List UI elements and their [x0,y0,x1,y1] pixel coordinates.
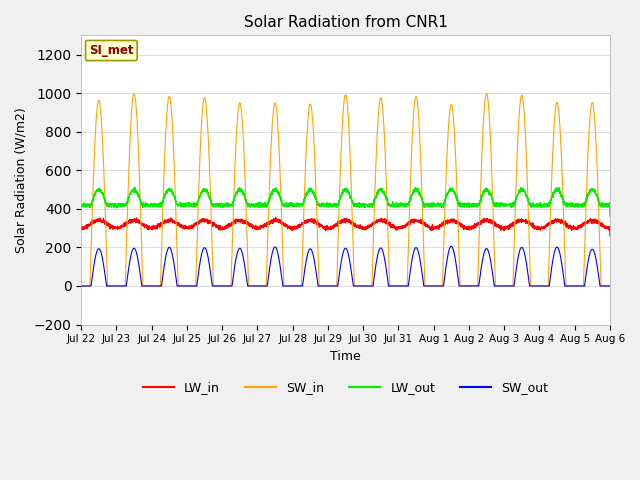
LW_in [77,227,85,232]
LW_out [605,202,613,208]
SW_in [606,283,614,289]
LW_out [326,201,333,207]
Y-axis label: Solar Radiation (W/m2): Solar Radiation (W/m2) [15,107,28,253]
SW_in [483,91,490,96]
LW_in [326,226,333,231]
LW_out [435,203,442,208]
Line: SW_out: SW_out [81,246,610,286]
Text: SI_met: SI_met [89,44,134,57]
SW_out [435,283,442,289]
LW_out [77,202,85,208]
LW_out [131,184,139,190]
SW_in [172,219,180,225]
SW_out [494,283,502,289]
LW_out [464,203,472,208]
SW_in [605,283,613,289]
LW_out [606,214,614,219]
SW_in [435,283,442,289]
LW_in [494,223,502,228]
Line: SW_in: SW_in [81,94,610,286]
SW_out [172,276,180,282]
LW_in [435,224,442,229]
SW_out [326,283,333,289]
SW_in [494,283,502,289]
Line: LW_out: LW_out [81,187,610,216]
X-axis label: Time: Time [330,350,361,363]
SW_out [77,283,85,289]
LW_in [464,224,472,230]
SW_in [326,283,333,289]
LW_in [172,220,180,226]
LW_out [494,201,502,206]
Legend: LW_in, SW_in, LW_out, SW_out: LW_in, SW_in, LW_out, SW_out [138,376,554,399]
Title: Solar Radiation from CNR1: Solar Radiation from CNR1 [244,15,447,30]
SW_in [464,283,472,289]
SW_out [464,283,472,289]
SW_out [606,283,614,289]
LW_in [605,224,613,230]
LW_in [272,215,280,220]
Line: LW_in: LW_in [81,217,610,236]
LW_in [606,233,614,239]
SW_out [605,283,613,289]
SW_out [447,243,455,249]
SW_in [77,283,85,289]
LW_out [172,200,180,206]
